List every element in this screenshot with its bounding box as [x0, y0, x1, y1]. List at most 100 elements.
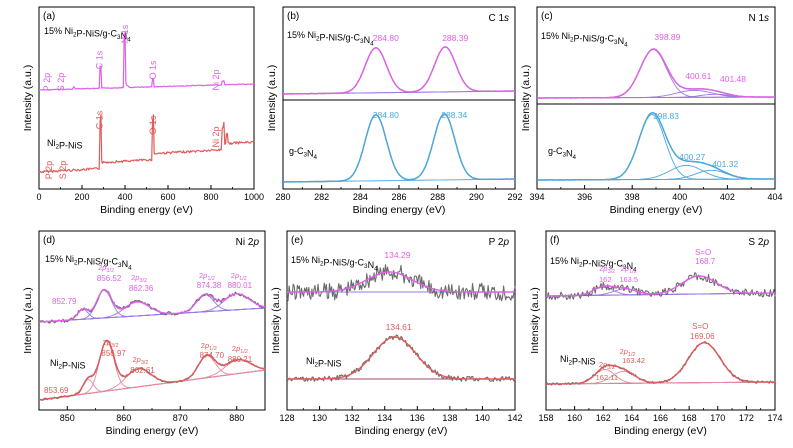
component-label: 2p1/2 — [199, 271, 215, 282]
x-tick-label: 162 — [596, 413, 611, 423]
x-tick-label: 394 — [529, 192, 544, 202]
peak-value-label: 162.11 — [596, 373, 618, 382]
x-axis-label: Binding energy (eV) — [355, 425, 448, 437]
x-tick-label: 290 — [469, 192, 484, 202]
panel-letter: (f) — [550, 235, 559, 246]
peak-value-label: 853.69 — [44, 386, 69, 395]
fit-envelope — [546, 341, 775, 385]
component-label: 2p3/2 — [103, 338, 119, 349]
survey-peak-label: C 1s — [94, 50, 104, 69]
panel-c: 394 396 398 400 402 404 Binding energy (eV) Int… — [520, 6, 783, 216]
survey-peak-label: P 2p — [42, 73, 52, 91]
panel-f: 158 160 162 164 166 168 170 172 174 Binding energ… — [529, 230, 783, 437]
fit-component — [537, 114, 775, 181]
peak-value-label: 168.7 — [695, 257, 716, 266]
x-tick-label: 142 — [507, 413, 522, 423]
component-label: 2p3/2 — [132, 355, 148, 366]
x-axis-label: Binding energy (eV) — [353, 204, 446, 216]
x-tick-label: 880 — [229, 413, 244, 423]
x-axis-label: Binding energy (eV) — [106, 425, 199, 437]
panel-b: 280 282 284 286 288 290 292 Binding energy (eV)… — [266, 6, 523, 216]
x-tick-label: 400 — [117, 192, 132, 202]
component-label: 2p3/2 — [599, 264, 615, 275]
x-tick-label: 396 — [577, 192, 592, 202]
component-label: 2p1/2 — [621, 264, 637, 275]
fit-envelope — [537, 48, 775, 99]
panel-title: P 2p — [489, 237, 510, 248]
y-axis-label: Intensity (a.u.) — [520, 65, 532, 132]
sample-label-ni2p: Ni2P-NiS — [50, 358, 86, 371]
fit-envelope — [283, 113, 515, 183]
x-tick-label: 158 — [538, 413, 553, 423]
component-label: S=O — [692, 322, 708, 331]
y-axis-label: Intensity (a.u.) — [22, 65, 34, 132]
x-tick-label: 172 — [739, 413, 754, 423]
peak-value-label: 852.79 — [52, 297, 77, 306]
plot-frame — [282, 6, 516, 190]
x-tick-label: 292 — [507, 192, 522, 202]
x-tick-label: 136 — [410, 413, 425, 423]
component-label: S=O — [695, 248, 711, 257]
survey-peak-label: Ni 2p — [211, 69, 221, 90]
x-tick-label: 860 — [116, 413, 131, 423]
component-label: 2p3/2 — [98, 263, 114, 274]
fit-component — [38, 359, 266, 401]
x-tick-label: 160 — [567, 413, 582, 423]
peak-value-label: 880.21 — [228, 355, 253, 364]
x-tick-label: 280 — [275, 192, 290, 202]
peak-value-label: 284.80 — [373, 110, 399, 120]
x-tick-label: 870 — [173, 413, 188, 423]
peak-value-label: 874.38 — [197, 281, 222, 290]
sample-label-composite: 15% Ni2P-NiS/g-C3N4 — [287, 30, 374, 48]
x-tick-label: 800 — [203, 192, 218, 202]
survey-peak-label: S 2p — [56, 73, 66, 92]
sample-label-composite: 15% Ni2P-NiS/g-C3N4 — [45, 254, 132, 272]
peak-value-label: 400.61 — [685, 71, 711, 81]
sample-label-composite: 15% Ni2P-NiS/g-C3N4 — [550, 256, 637, 274]
survey-composite — [38, 31, 255, 91]
survey-peak-label: Ni 2p — [211, 126, 221, 147]
peak-value-label: 880.01 — [228, 281, 253, 290]
x-tick-label: 130 — [312, 413, 327, 423]
panel-title: N 1s — [748, 13, 769, 24]
fit-envelope — [38, 288, 266, 323]
x-tick-label: 600 — [160, 192, 175, 202]
component-label: 2p3/2 — [599, 360, 615, 371]
x-tick-label: 404 — [767, 192, 782, 202]
x-tick-label: 850 — [60, 413, 75, 423]
x-tick-label: 288 — [430, 192, 445, 202]
x-axis-label: Binding energy (eV) — [614, 425, 707, 437]
peak-value-label: 163.42 — [622, 356, 645, 365]
component-label: 2p1/2 — [201, 341, 217, 352]
raw-spectrum — [282, 46, 516, 95]
x-tick-label: 138 — [442, 413, 457, 423]
panel-title: C 1s — [488, 13, 509, 24]
x-tick-label: 1000 — [244, 192, 264, 202]
x-tick-label: 170 — [710, 413, 725, 423]
raw-spectrum — [536, 112, 776, 181]
panel-letter: (c) — [541, 11, 553, 22]
component-label: 2p3/2 — [131, 273, 147, 284]
x-tick-label: 174 — [767, 413, 782, 423]
peak-value-label: 134.29 — [384, 250, 410, 260]
peak-value-label: 134.61 — [386, 322, 412, 332]
fit-envelope — [38, 339, 266, 401]
fit-component — [537, 169, 775, 181]
peak-value-label: 169.06 — [690, 332, 715, 341]
panel-d: 850 860 870 880 Binding energy (eV) Intensity… — [22, 230, 266, 437]
x-tick-label: 168 — [682, 413, 697, 423]
fit-envelope — [287, 336, 515, 380]
sample-label-composite: 15% Ni2P-NiS/g-C3N4 — [44, 26, 131, 44]
x-tick-label: 282 — [314, 192, 329, 202]
survey-peak-label: C 1s — [94, 110, 104, 129]
x-tick-label: 284 — [353, 192, 368, 202]
peak-value-label: 284.80 — [373, 33, 399, 43]
x-axis-label: Binding energy (eV) — [100, 204, 193, 216]
peak-value-label: 398.83 — [653, 111, 679, 121]
panel-title: Ni 2p — [236, 237, 260, 248]
sample-label-gcn: g-C3N4 — [289, 146, 318, 161]
y-axis-label: Intensity (a.u.) — [266, 65, 278, 132]
sample-label-gcn: g-C3N4 — [548, 146, 577, 161]
peak-value-label: 162 — [599, 275, 612, 284]
